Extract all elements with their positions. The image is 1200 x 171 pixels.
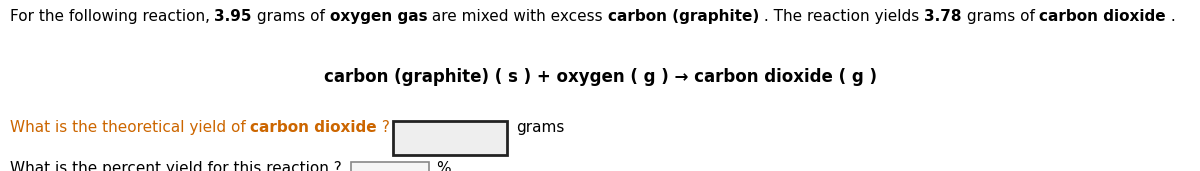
FancyBboxPatch shape xyxy=(394,121,508,155)
Text: oxygen gas: oxygen gas xyxy=(330,9,427,24)
Text: carbon (graphite): carbon (graphite) xyxy=(608,9,760,24)
Text: grams of: grams of xyxy=(252,9,330,24)
Text: carbon dioxide: carbon dioxide xyxy=(251,120,377,135)
Text: are mixed with excess: are mixed with excess xyxy=(427,9,608,24)
Text: carbon dioxide: carbon dioxide xyxy=(1039,9,1166,24)
Text: carbon (graphite) ( s ) + oxygen ( g ) → carbon dioxide ( g ): carbon (graphite) ( s ) + oxygen ( g ) →… xyxy=(324,68,876,86)
Text: grams of: grams of xyxy=(961,9,1039,24)
Text: What is the percent yield for this reaction ?: What is the percent yield for this react… xyxy=(10,161,341,171)
Text: grams: grams xyxy=(516,120,564,135)
Text: %: % xyxy=(436,161,451,171)
FancyBboxPatch shape xyxy=(350,162,428,171)
Text: For the following reaction,: For the following reaction, xyxy=(10,9,215,24)
Text: What is the theoretical yield of: What is the theoretical yield of xyxy=(10,120,251,135)
Text: . The reaction yields: . The reaction yields xyxy=(760,9,924,24)
Text: .: . xyxy=(1166,9,1176,24)
Text: ?: ? xyxy=(377,120,390,135)
Text: 3.78: 3.78 xyxy=(924,9,961,24)
Text: What is the percent yield for this reaction ?: What is the percent yield for this react… xyxy=(10,161,341,171)
Text: 3.95: 3.95 xyxy=(215,9,252,24)
